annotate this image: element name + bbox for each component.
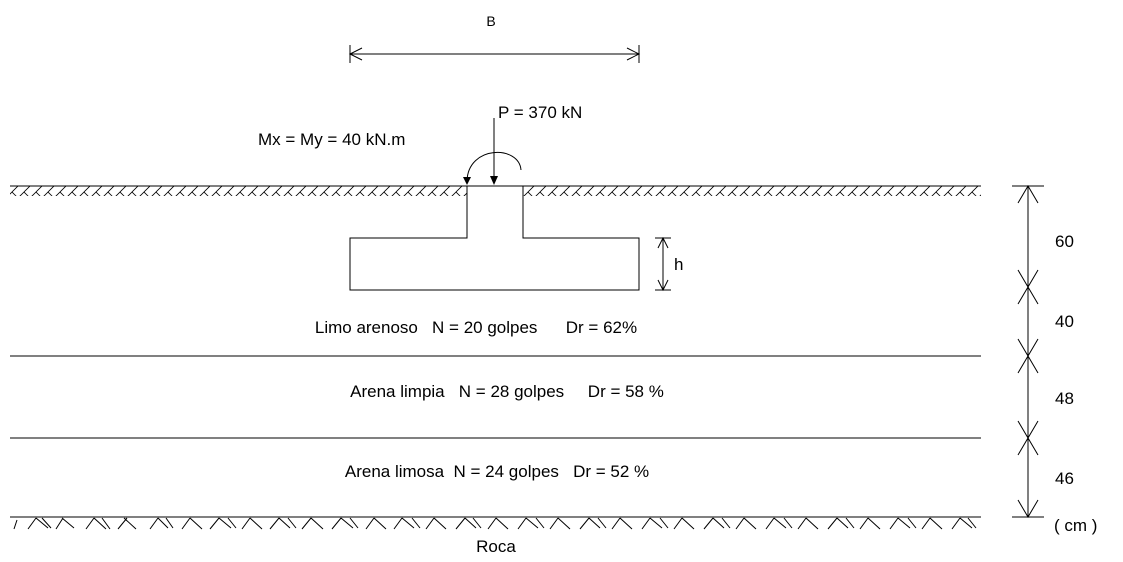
- rock-surface: [10, 516, 981, 530]
- depth-dimension: [1012, 185, 1044, 518]
- moment-arrow: [463, 151, 522, 185]
- depth-label: 40: [1055, 312, 1074, 331]
- layer-description: Limo arenoso N = 20 golpes Dr = 62%: [315, 318, 637, 337]
- width-dimension: [348, 45, 641, 63]
- load-label: P = 370 kN: [498, 103, 582, 122]
- load-arrow: [490, 118, 498, 185]
- depth-label: 46: [1055, 469, 1074, 488]
- thickness-dimension: [655, 236, 671, 292]
- rock-label: Roca: [476, 537, 516, 556]
- width-label: B: [486, 13, 495, 29]
- moment-label: Mx = My = 40 kN.m: [258, 130, 405, 149]
- footing-outline: [349, 185, 640, 291]
- thickness-label: h: [674, 255, 683, 274]
- depth-label: 60: [1055, 232, 1074, 251]
- layer-description: Arena limosa N = 24 golpes Dr = 52 %: [345, 462, 649, 481]
- units-label: ( cm ): [1054, 516, 1097, 535]
- depth-label: 48: [1055, 389, 1074, 408]
- layer-description: Arena limpia N = 28 golpes Dr = 58 %: [350, 382, 664, 401]
- ground-surface: [10, 185, 981, 196]
